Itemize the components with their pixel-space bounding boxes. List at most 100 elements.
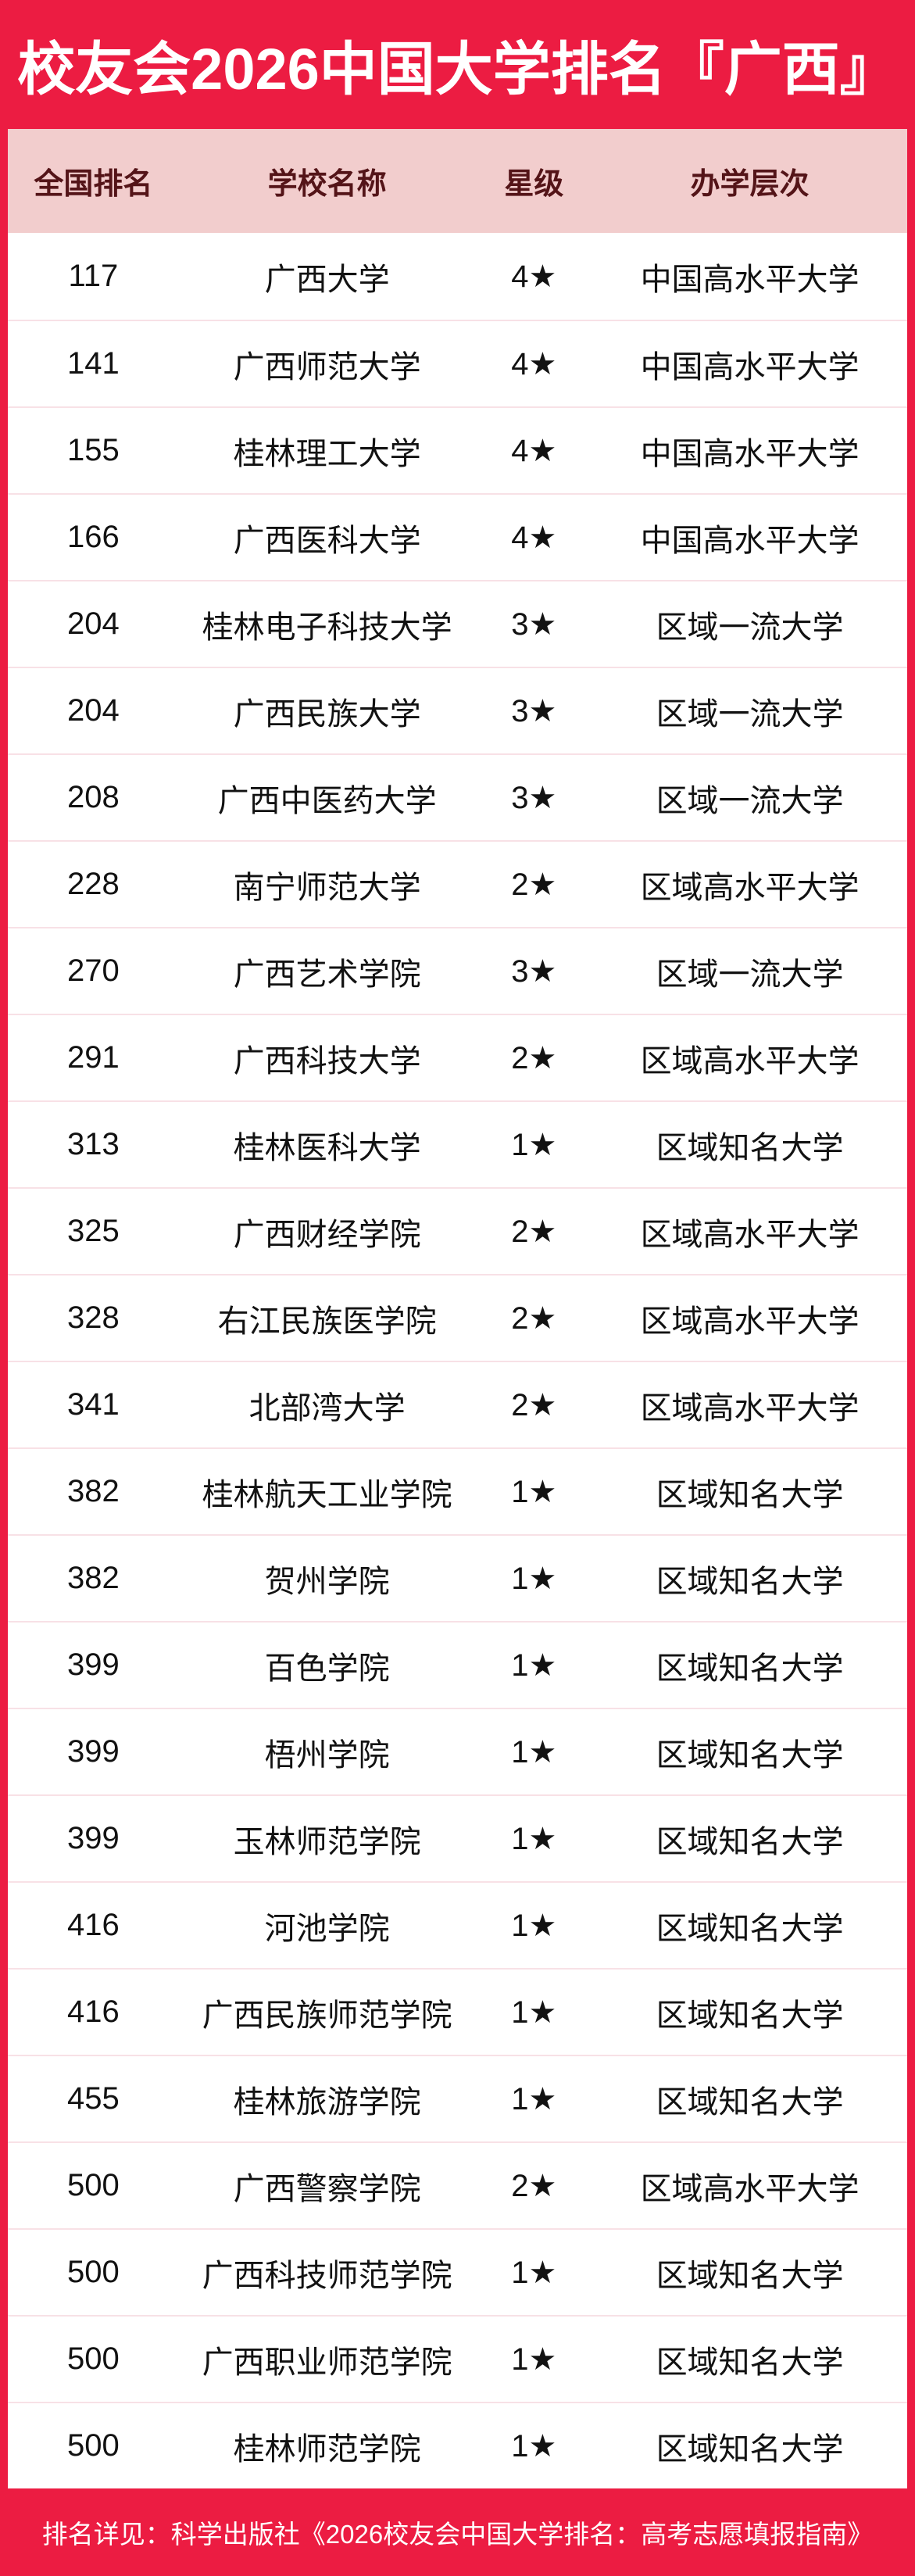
- level-cell: 区域知名大学: [656, 1564, 844, 1599]
- table-row: 500 广西科技师范学院 1★ 区域知名大学: [8, 2228, 907, 2315]
- rank-cell: 341: [66, 1387, 120, 1422]
- table-body: 117 广西大学 4★ 中国高水平大学 141 广西师范大学 4★ 中国高水平大…: [8, 233, 907, 2488]
- level-cell: 区域知名大学: [656, 1737, 844, 1773]
- level-cell: 区域高水平大学: [640, 1390, 860, 1426]
- level-cell: 中国高水平大学: [640, 349, 860, 385]
- rank-cell: 399: [66, 1648, 120, 1682]
- school-name-cell: 河池学院: [264, 1911, 390, 1946]
- table-row: 399 梧州学院 1★ 区域知名大学: [8, 1708, 907, 1794]
- school-name-cell: 桂林旅游学院: [233, 2084, 421, 2120]
- table-row: 204 广西民族大学 3★ 区域一流大学: [8, 667, 907, 753]
- rank-cell: 141: [66, 346, 120, 381]
- rank-cell: 208: [66, 780, 120, 814]
- school-name-cell: 广西医科大学: [233, 523, 421, 558]
- star-cell: 1★: [511, 2081, 557, 2116]
- level-cell: 区域高水平大学: [640, 870, 860, 905]
- rank-cell: 399: [66, 1734, 120, 1769]
- table-row: 228 南宁师范大学 2★ 区域高水平大学: [8, 840, 907, 927]
- table-row: 500 广西职业师范学院 1★ 区域知名大学: [8, 2315, 907, 2402]
- level-cell: 区域高水平大学: [640, 1304, 860, 1339]
- level-cell: 中国高水平大学: [640, 262, 860, 297]
- level-cell: 区域知名大学: [656, 1477, 844, 1512]
- page-title: 校友会2026中国大学排名『广西』: [17, 37, 898, 102]
- school-name-cell: 北部湾大学: [248, 1390, 406, 1426]
- table-row: 141 广西师范大学 4★ 中国高水平大学: [8, 320, 907, 406]
- rank-cell: 500: [66, 2342, 120, 2376]
- star-cell: 1★: [511, 2428, 557, 2463]
- table-row: 500 广西警察学院 2★ 区域高水平大学: [8, 2141, 907, 2228]
- table-row: 341 北部湾大学 2★ 区域高水平大学: [8, 1361, 907, 1447]
- school-name-cell: 广西师范大学: [233, 349, 421, 385]
- star-cell: 2★: [511, 867, 557, 902]
- table-row: 382 桂林航天工业学院 1★ 区域知名大学: [8, 1447, 907, 1534]
- level-cell: 区域知名大学: [656, 1911, 844, 1946]
- level-cell: 区域高水平大学: [640, 1043, 860, 1079]
- star-cell: 2★: [511, 1214, 557, 1249]
- table-header-row: 全国排名 学校名称 星级 办学层次: [8, 129, 907, 233]
- column-header-stars: 星级: [504, 168, 564, 201]
- column-header-level: 办学层次: [690, 168, 810, 201]
- star-cell: 1★: [511, 2255, 557, 2290]
- school-name-cell: 桂林医科大学: [233, 1130, 421, 1165]
- rank-cell: 228: [66, 867, 120, 901]
- school-name-cell: 玉林师范学院: [233, 1824, 421, 1859]
- star-cell: 4★: [511, 433, 557, 468]
- school-name-cell: 广西科技师范学院: [202, 2258, 452, 2293]
- star-cell: 3★: [511, 780, 557, 815]
- school-name-cell: 广西职业师范学院: [202, 2345, 452, 2380]
- star-cell: 3★: [511, 693, 557, 728]
- rank-cell: 416: [66, 1908, 120, 1942]
- star-cell: 4★: [511, 259, 557, 294]
- star-cell: 1★: [511, 1474, 557, 1509]
- school-name-cell: 广西艺术学院: [233, 957, 421, 992]
- school-name-cell: 桂林师范学院: [233, 2431, 421, 2467]
- level-cell: 区域知名大学: [656, 1130, 844, 1165]
- school-name-cell: 梧州学院: [264, 1737, 390, 1773]
- rank-cell: 270: [66, 953, 120, 988]
- level-cell: 区域知名大学: [656, 2431, 844, 2467]
- star-cell: 3★: [511, 606, 557, 642]
- level-cell: 区域知名大学: [656, 1998, 844, 2033]
- star-cell: 1★: [511, 1734, 557, 1769]
- level-cell: 区域知名大学: [656, 2084, 844, 2120]
- school-name-cell: 右江民族医学院: [217, 1304, 437, 1339]
- table-row: 204 桂林电子科技大学 3★ 区域一流大学: [8, 580, 907, 667]
- table-row: 117 广西大学 4★ 中国高水平大学: [8, 233, 907, 320]
- rank-cell: 325: [66, 1214, 120, 1248]
- rank-cell: 166: [66, 520, 120, 554]
- star-cell: 2★: [511, 1040, 557, 1075]
- table-row: 155 桂林理工大学 4★ 中国高水平大学: [8, 406, 907, 493]
- star-cell: 1★: [511, 1127, 557, 1162]
- school-name-cell: 广西警察学院: [233, 2171, 421, 2206]
- level-cell: 区域知名大学: [656, 1824, 844, 1859]
- level-cell: 区域一流大学: [656, 610, 844, 645]
- rank-cell: 500: [66, 2168, 120, 2202]
- level-cell: 区域知名大学: [656, 1651, 844, 1686]
- rank-cell: 328: [66, 1301, 120, 1335]
- level-cell: 中国高水平大学: [640, 523, 860, 558]
- rank-cell: 117: [68, 259, 119, 293]
- star-cell: 1★: [511, 1821, 557, 1856]
- school-name-cell: 广西财经学院: [233, 1217, 421, 1252]
- table-row: 328 右江民族医学院 2★ 区域高水平大学: [8, 1274, 907, 1361]
- table-row: 313 桂林医科大学 1★ 区域知名大学: [8, 1100, 907, 1187]
- table-row: 382 贺州学院 1★ 区域知名大学: [8, 1534, 907, 1621]
- school-name-cell: 桂林航天工业学院: [202, 1477, 452, 1512]
- rank-cell: 155: [66, 433, 120, 467]
- rank-cell: 455: [66, 2081, 120, 2116]
- level-cell: 区域知名大学: [656, 2258, 844, 2293]
- school-name-cell: 广西大学: [264, 262, 390, 297]
- rank-cell: 204: [66, 606, 120, 641]
- level-cell: 区域一流大学: [656, 696, 844, 732]
- star-cell: 1★: [511, 1561, 557, 1596]
- table-row: 208 广西中医药大学 3★ 区域一流大学: [8, 753, 907, 840]
- level-cell: 区域一流大学: [656, 957, 844, 992]
- column-header-rank: 全国排名: [34, 168, 153, 201]
- footer-bar: 排名详见：科学出版社《2026校友会中国大学排名：高考志愿填报指南》: [0, 2488, 915, 2576]
- rank-cell: 382: [66, 1561, 120, 1595]
- table-row: 399 百色学院 1★ 区域知名大学: [8, 1621, 907, 1708]
- rank-cell: 500: [66, 2428, 120, 2463]
- table-row: 455 桂林旅游学院 1★ 区域知名大学: [8, 2055, 907, 2141]
- school-name-cell: 广西民族师范学院: [202, 1998, 452, 2033]
